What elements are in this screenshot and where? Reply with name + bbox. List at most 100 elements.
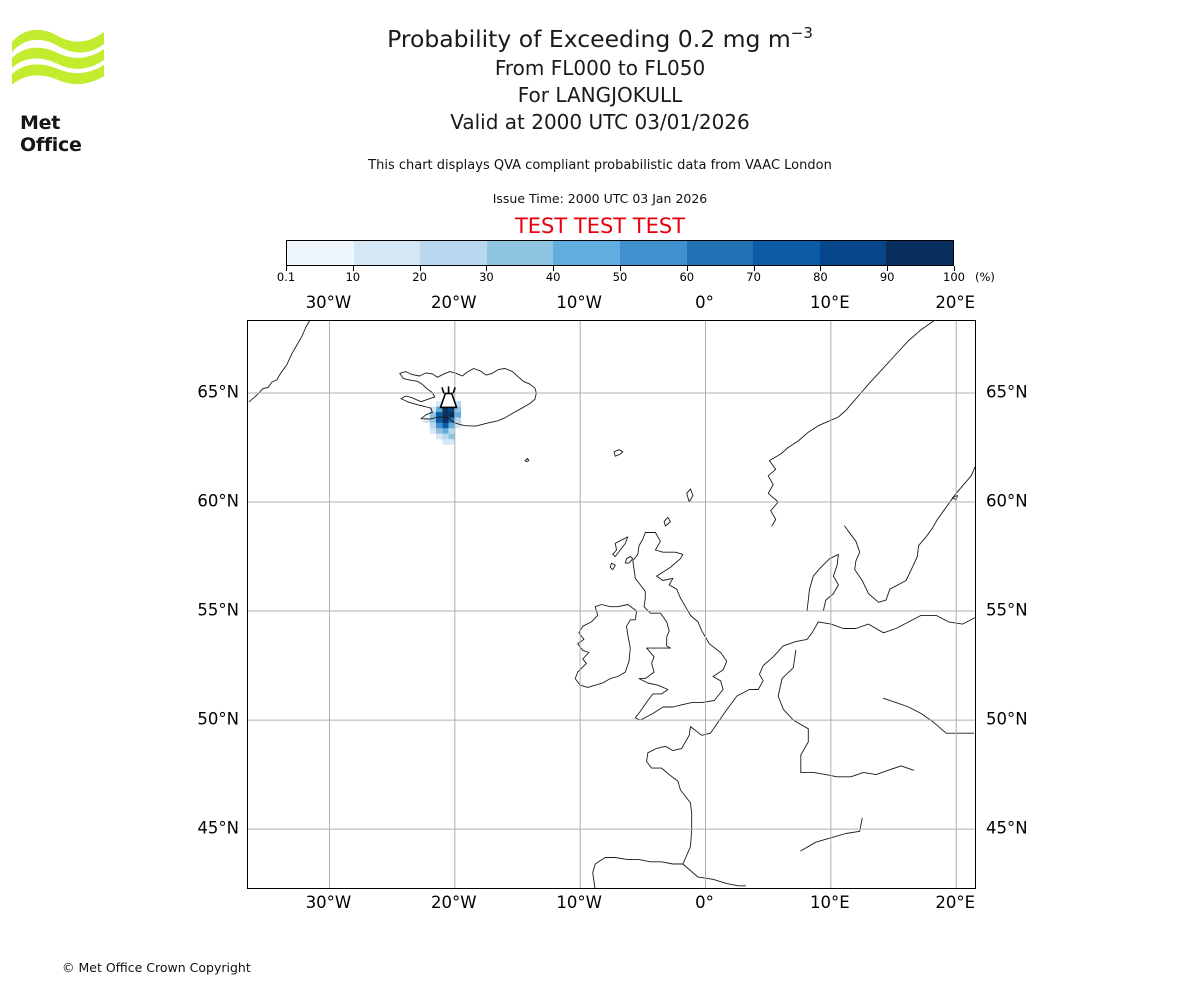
- colorbar-tick-0.1: [286, 266, 287, 271]
- colorbar-tick-label-40: 40: [545, 270, 561, 284]
- coastline-segment-22: [524, 457, 530, 463]
- colorbar-tick-label-70: 70: [746, 270, 761, 284]
- longitude-label-bottom-10: 10°E: [810, 893, 850, 912]
- latitude-label-right-50: 50°N: [986, 709, 1028, 729]
- longitude-labels-bottom: 30°W 20°W 10°W 0° 10°E 20°E: [0, 893, 1200, 915]
- coastline-segment-2: [574, 604, 638, 688]
- coastline-segment-13: [646, 614, 975, 865]
- colorbar-gradient: [286, 240, 954, 266]
- heatmap-cell: [442, 406, 449, 413]
- heatmap-cell: [429, 428, 437, 434]
- heatmap-cell: [448, 433, 455, 440]
- heatmap-cell: [429, 406, 437, 413]
- heatmap-cell: [436, 417, 443, 423]
- colorbar-tick-label-0.1: 0.1: [276, 270, 296, 284]
- heatmap-cell: [436, 433, 443, 440]
- issue-time: Issue Time: 2000 UTC 03 Jan 2026: [492, 191, 708, 206]
- title-exponent: −3: [790, 24, 813, 43]
- colorbar-tick-50: [620, 266, 621, 271]
- coastline-segment-4: [624, 556, 634, 564]
- coastline-segment-20: [970, 466, 975, 477]
- coastline-segment-3: [632, 532, 728, 721]
- colorbar-tick-90: [887, 266, 889, 271]
- heatmap-cell: [429, 422, 437, 429]
- colorbar-tick-40: [553, 266, 555, 271]
- longitude-label-top-20: 20°E: [935, 293, 976, 312]
- met-office-logo-waves: [12, 29, 104, 85]
- heatmap-cell: [454, 417, 462, 423]
- colorbar-tick-label-60: 60: [679, 270, 695, 284]
- coastline-segment-16: [883, 697, 975, 734]
- longitude-label-top-10: 10°E: [810, 293, 850, 312]
- colorbar-segment-2: [420, 241, 487, 265]
- title-main-line: Probability of Exceeding 0.2 mg m−3: [0, 24, 1200, 55]
- heatmap-cell: [442, 412, 449, 418]
- test-banner: TEST TEST TEST: [514, 214, 686, 238]
- coastline-segment-10: [767, 321, 935, 527]
- coastline-segment-1: [399, 368, 537, 427]
- heatmap-cell: [448, 439, 455, 445]
- colorbar-segment-0: [287, 241, 354, 265]
- coastline-segment-21: [951, 495, 958, 501]
- volcano-marker: [439, 386, 458, 409]
- coastline-segment-19: [800, 817, 863, 852]
- coastline-segment-17: [777, 649, 809, 773]
- latitude-label-left-45: 45°N: [197, 818, 239, 838]
- colorbar-tick-60: [686, 266, 688, 271]
- heatmap-cell: [454, 412, 462, 418]
- map-panel[interactable]: [247, 320, 976, 889]
- colorbar: [286, 240, 954, 266]
- coastline-segment-12: [806, 553, 839, 612]
- colorbar-unit-label: (%): [975, 270, 995, 284]
- volcano-cone-icon: [439, 392, 458, 409]
- latitude-label-left-55: 55°N: [197, 600, 239, 620]
- colorbar-segment-4: [553, 241, 620, 265]
- met-office-logo-text: Met Office: [20, 112, 82, 156]
- heatmap-cell: [448, 406, 455, 413]
- heatmap-cell: [454, 401, 462, 407]
- heatmap-cell: [436, 412, 443, 418]
- coastline-segment-14: [592, 857, 684, 888]
- volcano-plume-line-0: [441, 387, 445, 394]
- coastline-segment-0: [248, 321, 310, 403]
- coastline-segment-15: [800, 765, 915, 778]
- page-title: Probability of Exceeding 0.2 mg m−3 From…: [0, 24, 1200, 136]
- colorbar-tick-labels: 0.1 10 20 30 40 50 60 70 80 90 100: [0, 270, 1200, 286]
- colorbar-tick-label-80: 80: [813, 270, 828, 284]
- qva-note: This chart displays QVA compliant probab…: [368, 158, 832, 173]
- latitude-labels-right: 45°N 50°N 55°N 60°N 65°N: [986, 320, 1186, 889]
- colorbar-tick-label-10: 10: [345, 270, 361, 284]
- colorbar-tick-label-30: 30: [479, 270, 494, 284]
- latitude-label-right-60: 60°N: [986, 491, 1028, 511]
- latitude-label-right-65: 65°N: [986, 382, 1028, 402]
- longitude-label-bottom--20: 20°W: [431, 893, 477, 912]
- colorbar-ticks: [286, 266, 955, 276]
- longitude-labels-top: 30°W 20°W 10°W 0° 10°E 20°E: [0, 293, 1200, 315]
- title-valid-time: Valid at 2000 UTC 03/01/2026: [450, 110, 750, 134]
- heatmap-cell: [436, 422, 443, 429]
- colorbar-tick-70: [753, 266, 755, 271]
- heatmap-cell: [436, 406, 443, 413]
- longitude-label-bottom--30: 30°W: [305, 893, 352, 912]
- longitude-label-top--10: 10°W: [556, 293, 602, 312]
- coastline-segment-9: [613, 449, 624, 457]
- longitude-label-bottom-20: 20°E: [935, 893, 976, 912]
- heatmap-cell: [423, 417, 430, 423]
- heatmap-cell: [442, 433, 449, 440]
- longitude-label-top--30: 30°W: [305, 293, 352, 312]
- heatmap-cell: [448, 422, 455, 429]
- map-canvas: [248, 321, 975, 888]
- longitude-label-bottom--10: 10°W: [556, 893, 602, 912]
- heatmap-cell: [442, 428, 449, 434]
- coastline-segment-5: [612, 536, 629, 557]
- colorbar-tick-30: [486, 266, 488, 271]
- heatmap-cell: [454, 406, 462, 413]
- graticule-layer: [248, 321, 975, 888]
- heatmap-cell: [442, 422, 449, 429]
- heatmap-cell: [442, 417, 449, 423]
- coastline-segment-8: [686, 488, 694, 503]
- title-main-text: Probability of Exceeding 0.2 mg m: [387, 25, 791, 53]
- ash-probability-heatmap: [423, 401, 462, 445]
- colorbar-segment-5: [619, 241, 687, 265]
- colorbar-segment-3: [486, 241, 554, 265]
